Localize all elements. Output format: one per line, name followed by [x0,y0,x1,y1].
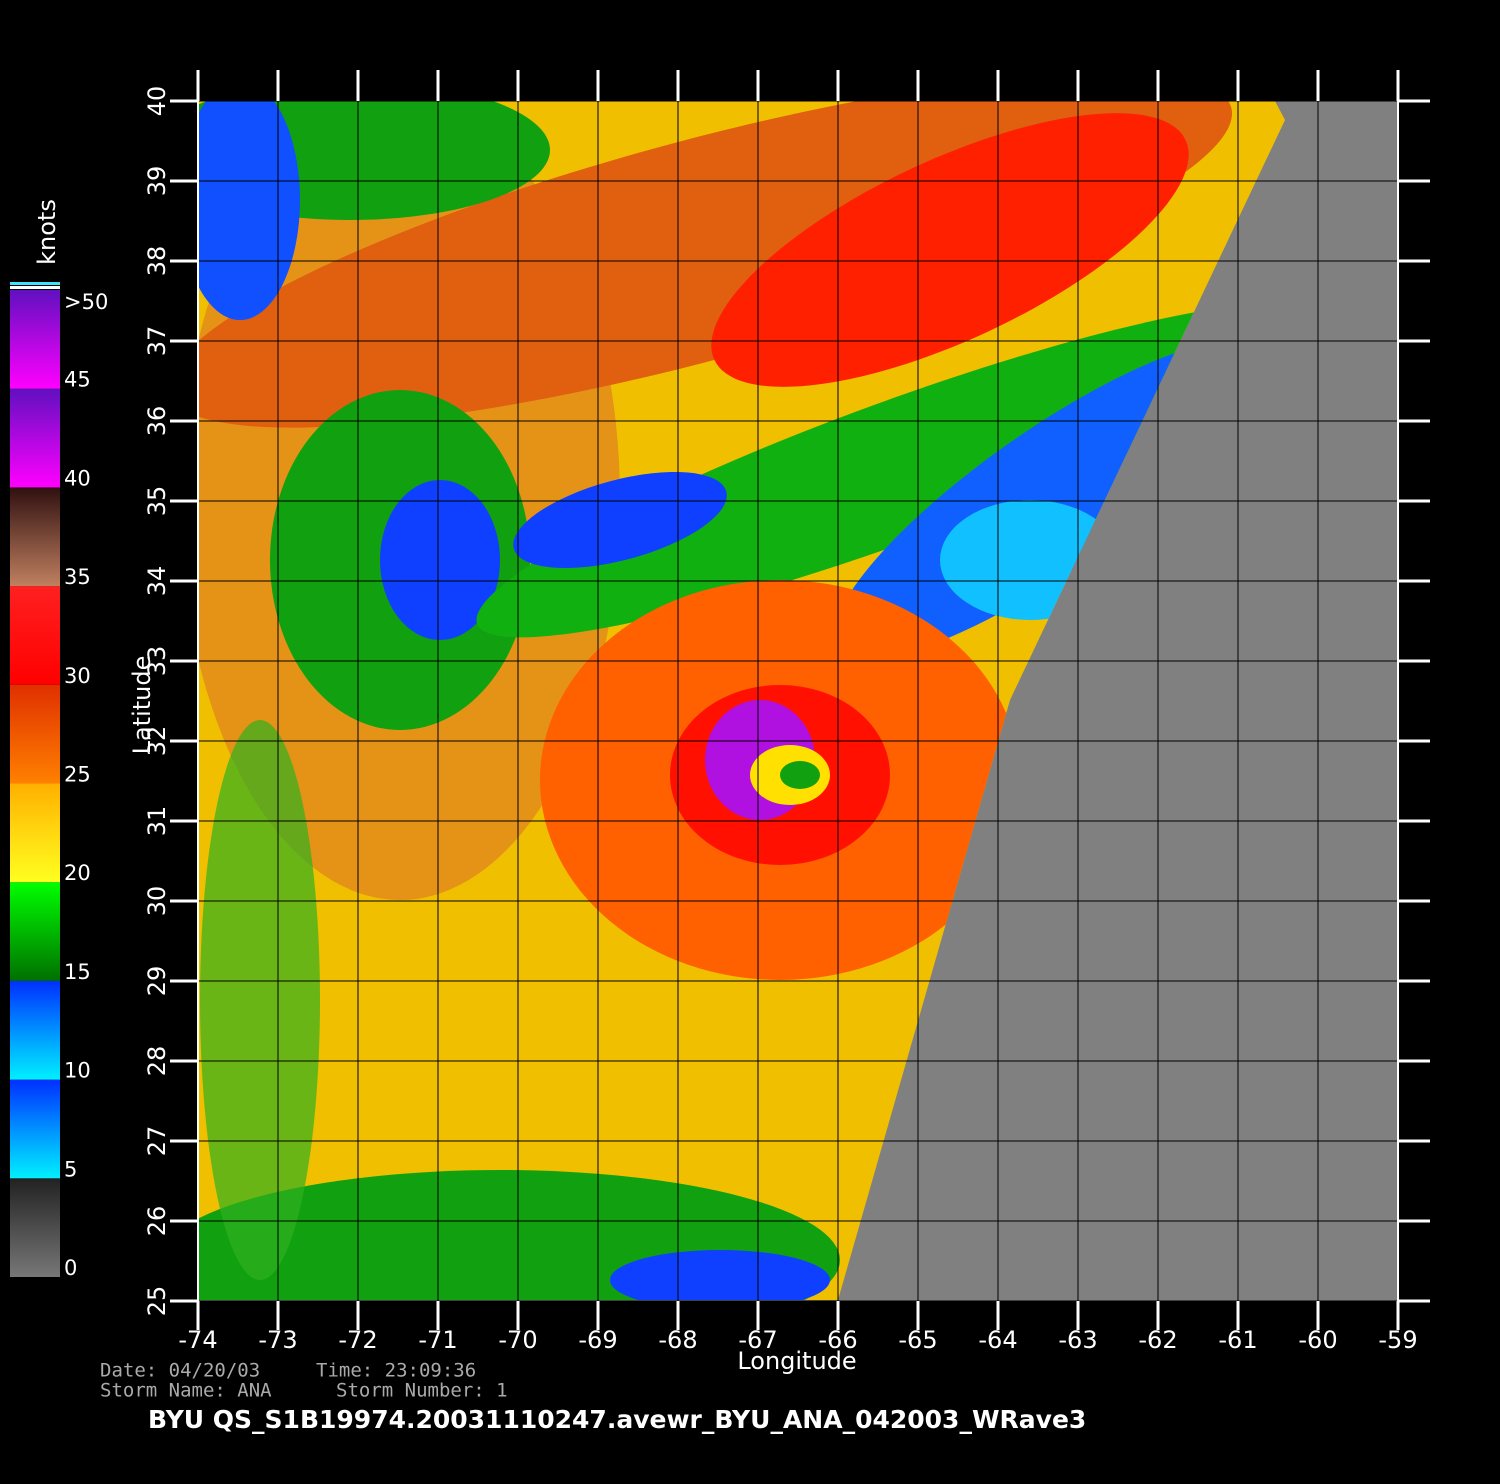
time: Time: 23:09:36 [316,1360,476,1382]
y-tick-label: 28 [143,1046,171,1077]
x-tick-label: -67 [738,1326,777,1354]
colorbar-tick-label: >50 [64,290,108,314]
x-tick-label: -61 [1218,1326,1257,1354]
colorbar-tick-label: 0 [64,1256,77,1280]
x-tick-label: -71 [418,1326,457,1354]
colorbar-tick-label: 40 [64,466,91,490]
x-tick-label: -72 [338,1326,377,1354]
x-tick-label: -74 [178,1326,217,1354]
y-tick-label: 31 [143,806,171,837]
x-tick-label: -65 [898,1326,937,1354]
colorbar-segment [10,388,60,488]
x-tick-label: -66 [818,1326,857,1354]
colorbar-tick-label: 35 [64,565,91,589]
y-tick-label: 33 [143,646,171,677]
x-tick-label: -63 [1058,1326,1097,1354]
y-tick-label: 27 [143,1126,171,1157]
date: Date: 04/20/03 [100,1360,260,1382]
y-tick-label: 29 [143,966,171,997]
colorbar-segment [10,1178,60,1277]
colorbar-tick-label: 30 [64,664,91,688]
colorbar-top [10,286,60,289]
y-tick-label: 34 [143,566,171,597]
colorbar-tick-label: 10 [64,1059,91,1083]
colorbar-segment [10,684,60,784]
x-tick-label: -60 [1298,1326,1337,1354]
x-tick-label: -70 [498,1326,537,1354]
x-axis-label: Longitude [737,1347,856,1375]
colorbar-tick-label: 25 [64,763,91,787]
colorbar: 0 5 10 15 20 25 30 35 40 45 >50 [10,282,108,1280]
colorbar-segment [10,882,60,981]
colorbar-segment [10,290,60,389]
colorbar-segment [10,487,60,587]
colorbar-tick-label: 20 [64,861,91,885]
y-tick-label: 37 [143,326,171,357]
colorbar-segment [10,980,60,1080]
colorbar-top [10,282,60,285]
storm-name: Storm Name: ANA [100,1380,272,1402]
colorbar-segment [10,783,60,883]
x-tick-label: -73 [258,1326,297,1354]
colorbar-segment [10,1079,60,1179]
colorbar-tick-label: 5 [64,1157,77,1181]
colorbar-tick-label: 45 [64,368,91,392]
x-tick-label: -64 [978,1326,1017,1354]
axes: -74 -73 -72 -71 -70 -69 -68 -67 -66 -65 -64 -63 -62 -… [143,70,1430,1354]
wind-field [198,101,1398,1301]
x-tick-label: -62 [1138,1326,1177,1354]
colorbar-tick-label: 15 [64,960,91,984]
x-tick-label: -69 [578,1326,617,1354]
y-tick-label: 26 [143,1206,171,1237]
y-tick-label: 25 [143,1286,171,1317]
y-tick-label: 32 [143,726,171,757]
y-tick-label: 36 [143,406,171,437]
file-name: BYU QS_S1B19974.20031110247.avewr_BYU_AN… [148,1405,1086,1434]
y-tick-label: 39 [143,166,171,197]
y-tick-label: 38 [143,246,171,277]
y-tick-label: 35 [143,486,171,517]
colorbar-segment [10,586,60,685]
y-axis-label: Latitude [128,656,156,755]
x-tick-label: -68 [658,1326,697,1354]
x-tick-label: -59 [1378,1326,1417,1354]
y-tick-label: 30 [143,886,171,917]
colorbar-label: knots [33,199,61,265]
storm-number: Storm Number: 1 [336,1380,508,1402]
y-tick-label: 40 [143,86,171,117]
